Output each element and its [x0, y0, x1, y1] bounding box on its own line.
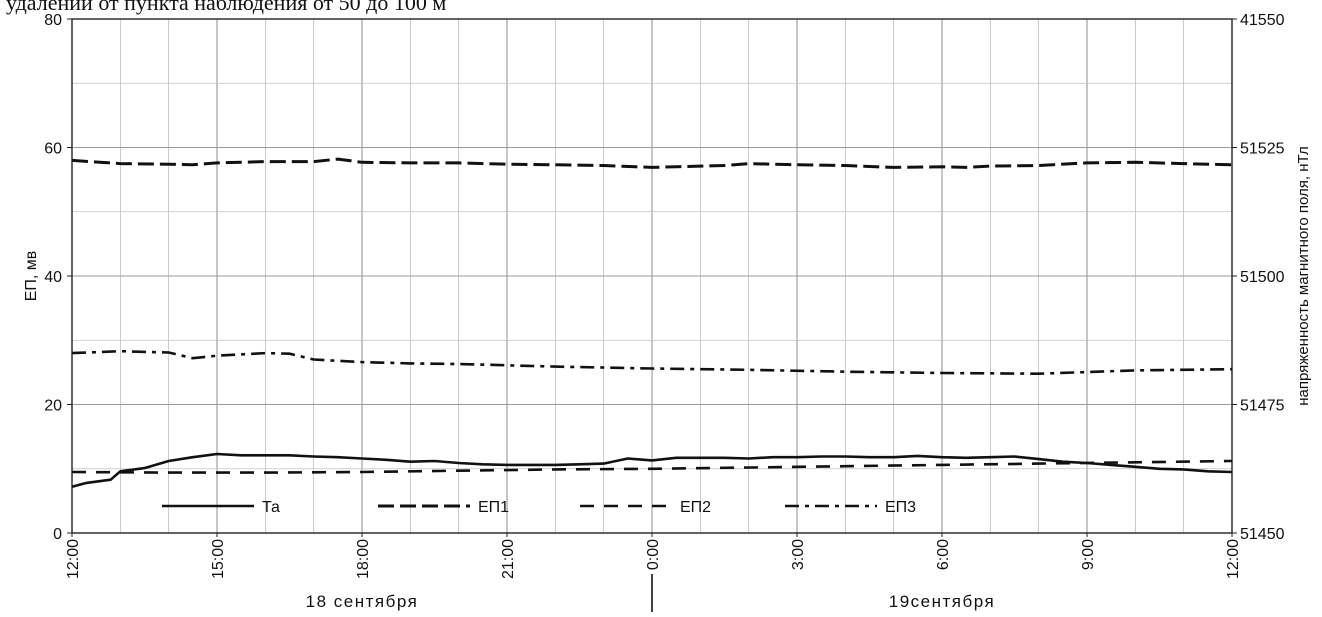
x-axis-tick-label: 6:00 [935, 539, 952, 570]
left-axis-tick-label: 60 [44, 141, 62, 158]
date-label: 19сентября [889, 592, 995, 611]
right-axis-tick-label: 51450 [1240, 526, 1285, 543]
right-axis-tick-label: 51525 [1240, 141, 1285, 158]
left-axis-label: ЕП, мв [23, 251, 40, 302]
legend-label: ЕП3 [885, 499, 916, 516]
x-axis-tick-label: 15:00 [210, 539, 227, 579]
x-axis-tick-label: 3:00 [790, 539, 807, 570]
right-axis-tick-label: 51475 [1240, 398, 1285, 415]
right-axis-tick-label: 51500 [1240, 269, 1285, 286]
x-axis-tick-label: 12:00 [1225, 539, 1242, 579]
series-line [71, 459, 1233, 474]
series-line [71, 157, 1233, 169]
right-axis: 51450 51475 51500 51525 41550 [1232, 12, 1285, 543]
series-lines [71, 157, 1233, 488]
series-line [71, 349, 1233, 376]
legend-label: ЕП1 [478, 499, 509, 516]
right-axis-label: напряженность магнитного поля, нТл [1295, 146, 1312, 406]
date-label: 18 сентября [306, 592, 419, 611]
legend-label: ЕП2 [680, 499, 711, 516]
x-axis-tick-label: 12:00 [65, 539, 82, 579]
x-axis-tick-label: 9:00 [1080, 539, 1097, 570]
legend: Та ЕП1 ЕП2 ЕП3 [162, 499, 916, 516]
legend-label: Та [262, 499, 280, 516]
x-axis-tick-label: 21:00 [500, 539, 517, 579]
left-axis-tick-label: 80 [44, 12, 62, 29]
left-axis: 0 20 40 60 80 [44, 12, 72, 543]
series-line [71, 452, 1233, 488]
right-axis-tick-label: 41550 [1240, 12, 1285, 29]
left-axis-tick-label: 40 [44, 269, 62, 286]
x-axis: 12:00 15:00 18:00 21:00 0:00 3:00 6:00 9:00 12:0… [65, 533, 1242, 579]
page-text-fragment: удалении от пункта наблюдения от 50 до 1… [6, 0, 447, 15]
x-axis-tick-label: 18:00 [355, 539, 372, 579]
left-axis-tick-label: 0 [53, 526, 62, 543]
x-axis-tick-label: 0:00 [645, 539, 662, 570]
left-axis-tick-label: 20 [44, 398, 62, 415]
